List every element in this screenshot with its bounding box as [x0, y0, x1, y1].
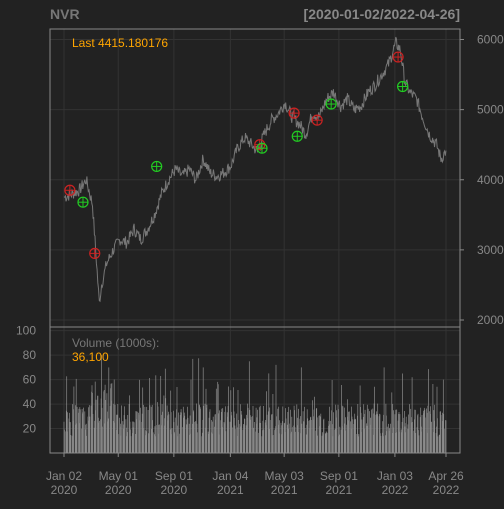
date-tick-year: 2021 [271, 483, 298, 497]
date-tick-label: Jan 03 [377, 469, 413, 483]
date-tick-label: May 01 [99, 469, 139, 483]
buy-marker [397, 80, 409, 93]
buy-marker [325, 98, 337, 110]
date-tick-label: Jan 04 [212, 469, 248, 483]
buy-marker [151, 160, 163, 173]
chart-date-range: [2020-01-02/2022-04-26] [304, 6, 460, 22]
volume-tick-label: 60 [23, 373, 37, 387]
volume-bars [63, 355, 447, 453]
date-tick-year: 2022 [382, 483, 409, 497]
volume-tick-label: 100 [16, 324, 36, 338]
price-tick-label: 3000 [477, 243, 504, 257]
date-tick-label: Apr 26 [428, 469, 464, 483]
buy-marker [291, 130, 303, 142]
sell-marker [64, 184, 76, 196]
volume-tick-label: 40 [23, 397, 37, 411]
date-tick-label: Sep 01 [320, 469, 358, 483]
date-tick-year: 2021 [326, 483, 353, 497]
volume-axis: 20 40 60 80 100 [16, 324, 36, 436]
buy-marker [256, 142, 268, 154]
volume-last-value: 36,100 [72, 350, 109, 364]
date-tick-label: Sep 01 [155, 469, 193, 483]
date-tick-year: 2020 [51, 483, 78, 497]
volume-label: Volume (1000s): [72, 336, 159, 350]
trade-markers [64, 51, 409, 259]
volume-tick-label: 20 [23, 422, 37, 436]
date-tick-year: 2022 [433, 483, 460, 497]
buy-marker [77, 196, 89, 208]
sell-marker [89, 247, 101, 259]
date-tick-year: 2020 [105, 483, 132, 497]
last-price-label: Last 4415.180176 [72, 36, 168, 50]
sell-marker [311, 114, 323, 126]
price-tick-label: 2000 [477, 313, 504, 327]
date-tick-year: 2020 [161, 483, 188, 497]
sell-marker [392, 51, 404, 63]
price-grid [50, 29, 460, 453]
price-tick-label: 5000 [477, 103, 504, 117]
date-tick-label: Jan 02 [46, 469, 82, 483]
volume-panel-frame [49, 326, 461, 454]
price-line [63, 36, 447, 303]
price-tick-label: 4000 [477, 173, 504, 187]
price-axis: 2000 3000 4000 5000 6000 [460, 33, 504, 327]
date-tick-label: May 03 [264, 469, 304, 483]
volume-tick-label: 80 [23, 348, 37, 362]
date-tick-year: 2021 [217, 483, 244, 497]
price-tick-label: 6000 [477, 33, 504, 47]
sell-marker [288, 107, 300, 119]
chart-symbol: NVR [50, 6, 80, 22]
